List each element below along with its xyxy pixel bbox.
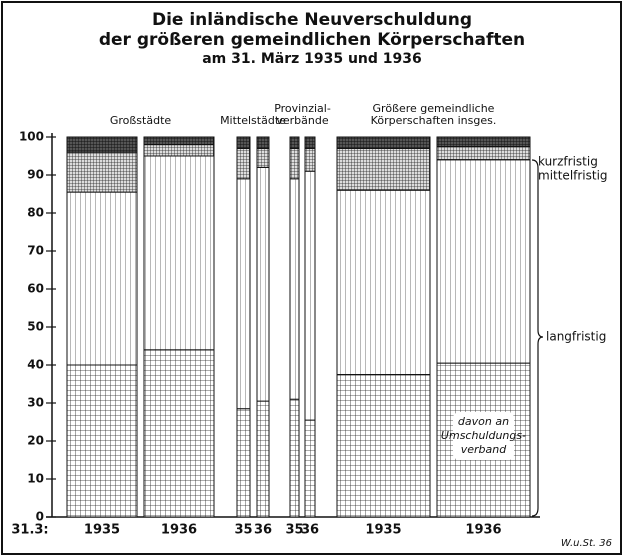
bar-segment <box>66 136 138 153</box>
bar-segment <box>236 147 251 180</box>
legend-label: langfristig <box>546 330 606 344</box>
bar-segment <box>289 147 300 180</box>
y-tick-label: 70 <box>27 244 44 258</box>
bar-segment <box>143 136 215 146</box>
bar-segment <box>336 374 431 518</box>
bar-segment <box>336 136 431 149</box>
y-tick-label: 100 <box>19 130 44 144</box>
bar-segment <box>436 159 531 364</box>
y-tick-label: 10 <box>27 472 44 486</box>
bar-segment <box>336 147 431 191</box>
x-tick-label: 36 <box>254 523 272 538</box>
title-line: am 31. März 1935 und 1936 <box>202 51 422 67</box>
group-label: Provinzial- <box>274 102 331 115</box>
bar-segment <box>143 349 215 518</box>
bar-segment <box>256 136 270 149</box>
x-tick-label: 35 <box>285 523 303 538</box>
y-tick-label: 30 <box>27 396 44 410</box>
y-tick-label: 20 <box>27 434 44 448</box>
bar-segment <box>289 398 300 518</box>
x-tick-label: 1935 <box>84 523 120 538</box>
legend-label: kurzfristig <box>538 155 598 169</box>
bar-segment <box>66 364 138 518</box>
bar-segment <box>256 166 270 402</box>
y-tick-label: 0 <box>36 510 44 524</box>
bar-segment <box>304 170 316 421</box>
annotation: davon an <box>458 415 509 428</box>
x-prefix: 31.3: <box>11 523 48 538</box>
bar-segment <box>289 136 300 149</box>
bar-segment <box>256 400 270 518</box>
bar-segment <box>304 419 316 518</box>
annotation-box <box>453 412 514 460</box>
y-tick-label: 80 <box>27 206 44 220</box>
x-tick-label: 36 <box>301 523 319 538</box>
group-label: Größere gemeindliche <box>373 102 495 115</box>
annotation: verband <box>461 443 507 456</box>
group-label: Großstädte <box>110 114 172 127</box>
bar-segment <box>236 408 251 518</box>
group-label: Mittelstädte <box>220 114 286 127</box>
bar-segment <box>66 151 138 193</box>
bar-segment <box>236 178 251 410</box>
bar-segment <box>143 144 215 157</box>
bar-segment <box>436 146 531 161</box>
x-tick-label: 1935 <box>365 523 401 538</box>
legend-label: mittelfristig <box>538 169 608 183</box>
y-tick-label: 50 <box>27 320 44 334</box>
credit: W.u.St. 36 <box>561 538 612 549</box>
title-line: Die inländische Neuverschuldung <box>152 10 472 30</box>
bar-segment <box>236 136 251 149</box>
group-label: verbände <box>276 114 328 127</box>
bar-segment <box>143 155 215 351</box>
bar-segment <box>66 191 138 366</box>
bar-segment <box>436 136 531 147</box>
x-tick-label: 35 <box>234 523 252 538</box>
y-tick-label: 90 <box>27 168 44 182</box>
bar-segment <box>289 178 300 400</box>
bar-segment <box>304 147 316 172</box>
y-tick-label: 60 <box>27 282 44 296</box>
group-label: Körperschaften insges. <box>371 114 497 127</box>
brace <box>531 159 544 517</box>
bar-segment <box>304 136 316 149</box>
y-tick-label: 40 <box>27 358 44 372</box>
bar-segment <box>336 189 431 375</box>
x-tick-label: 1936 <box>465 523 501 538</box>
bar-segment <box>256 147 270 168</box>
title-line: der größeren gemeindlichen Körperschafte… <box>99 30 525 50</box>
annotation: Umschuldungs- <box>441 429 526 442</box>
x-tick-label: 1936 <box>161 523 197 538</box>
